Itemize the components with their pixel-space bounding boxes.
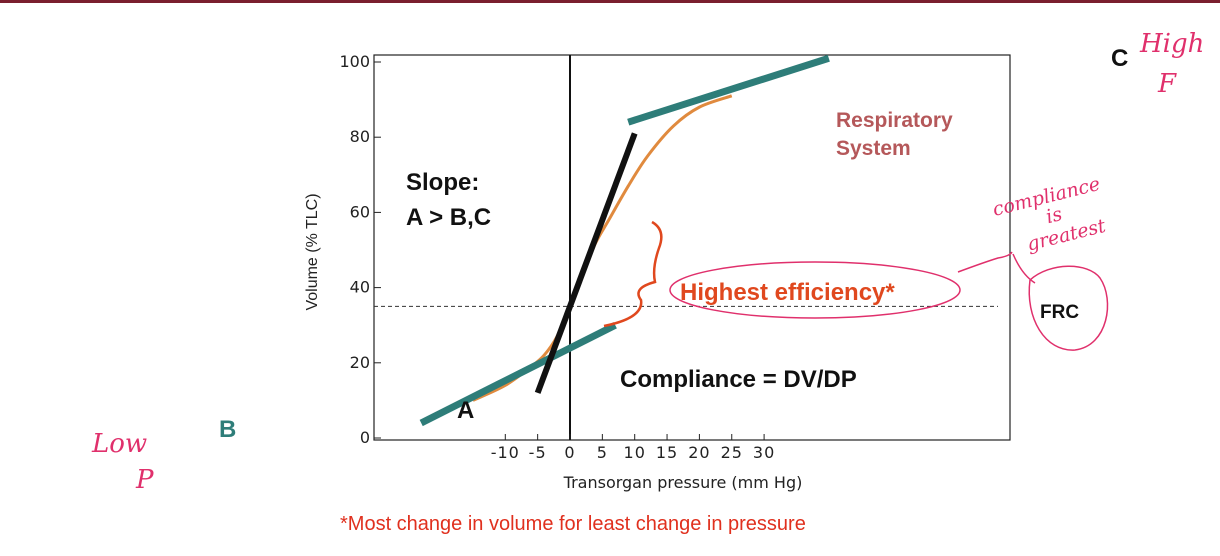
line-a-label: A [457,397,474,424]
x-tick-label: 5 [597,443,608,462]
y-tick-label: 40 [350,278,370,297]
x-tick-label: 25 [721,443,743,462]
line-a [534,132,638,394]
line-b-label: B [219,416,236,443]
plot-frame [373,54,1011,441]
x-tick-label: -5 [529,443,547,462]
efficiency-ink-circle [669,261,961,319]
handwritten-low: Low [91,429,147,459]
y-tick-label: 100 [339,52,370,71]
x-axis-label: Transorgan pressure (mm Hg) [563,473,803,492]
footnote: *Most change in volume for least change … [340,513,806,535]
y-tick-label: 0 [360,428,370,447]
slope-label: Slope: [406,169,479,196]
x-tick-label: 10 [624,443,646,462]
y-tick-label: 80 [350,127,370,146]
line-c-label: C [1111,45,1128,72]
y-tick-label: 60 [350,202,370,221]
y-axis-label: Volume (% TLC) [304,193,321,310]
line-b [419,322,617,427]
handwritten-note-line3: greatest [1025,215,1108,256]
x-tick-label: 20 [688,443,710,462]
respiratory-label-line1: Respiratory [836,109,953,132]
x-tick-label: 30 [753,443,775,462]
handwritten-p: P [135,465,154,495]
respiratory-label-line2: System [836,137,911,160]
series-respiratory-system [472,94,733,402]
handwritten-high: High [1139,29,1204,59]
top-border [0,0,1220,3]
x-tick-label: -10 [491,443,520,462]
handwritten-f: F [1157,69,1177,99]
y-tick-label: 20 [350,353,370,372]
x-tick-label: 0 [564,443,575,462]
frc-ink-circle [1028,265,1109,351]
handwritten-note-line2: is [1044,203,1065,228]
slope-comparison: A > B,C [406,204,491,231]
ink-connector [957,251,1036,284]
highest-efficiency-label: Highest efficiency* [680,279,895,306]
frc-label: FRC [1040,302,1079,323]
compliance-formula: Compliance = DV/DP [620,366,857,393]
handwritten-note: compliance is greatest [990,173,1108,256]
line-c [627,54,830,126]
x-tick-label: 15 [656,443,678,462]
efficiency-brace [603,220,663,328]
